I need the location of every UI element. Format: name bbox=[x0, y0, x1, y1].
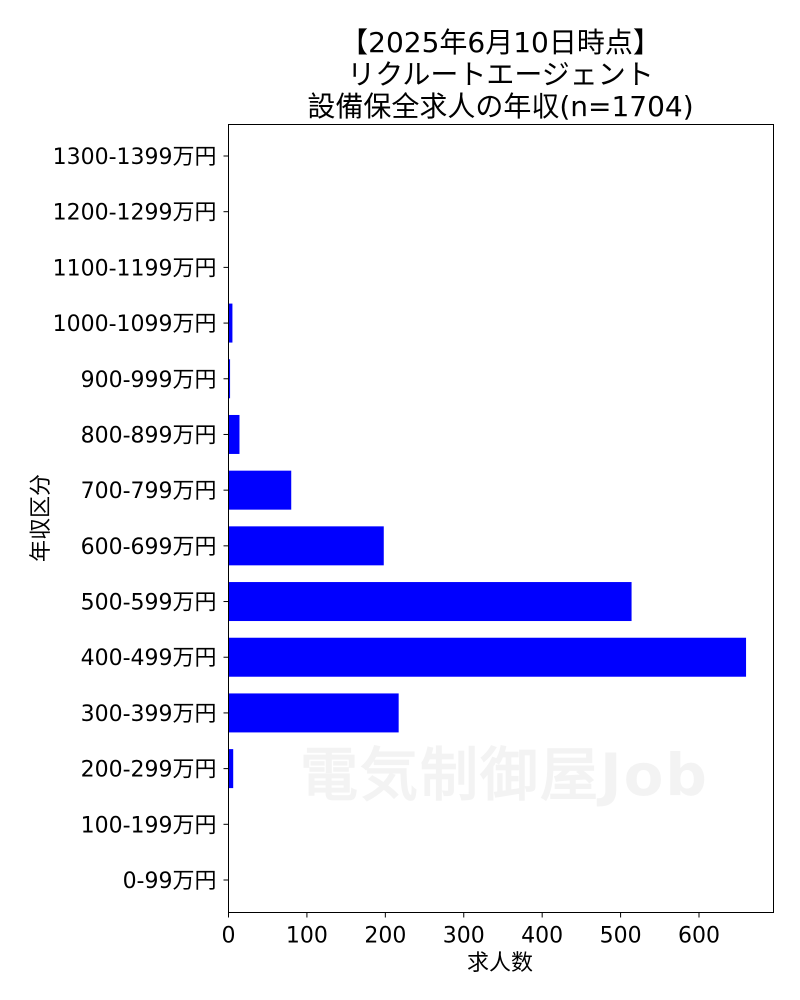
y-tick-label: 200-299万円 bbox=[81, 758, 217, 783]
x-tick-label: 500 bbox=[600, 924, 642, 949]
y-tick-label: 300-399万円 bbox=[81, 702, 217, 727]
bar-600-699万円 bbox=[228, 526, 384, 566]
x-tick-label: 0 bbox=[222, 924, 236, 949]
chart-title-line-3: 設備保全求人の年収(n=1704) bbox=[307, 90, 694, 123]
chart-title-line-2: リクルートエージェント bbox=[347, 58, 654, 91]
x-tick-label: 300 bbox=[443, 924, 485, 949]
y-tick-label: 800-899万円 bbox=[81, 423, 217, 448]
bar-900-999万円 bbox=[228, 359, 231, 399]
y-tick-label: 0-99万円 bbox=[123, 869, 217, 894]
y-axis-label: 年収区分 bbox=[29, 474, 54, 562]
y-tick-label: 1300-1399万円 bbox=[53, 145, 217, 170]
chart-title-line-1: 【2025年6月10日時点】 bbox=[340, 26, 661, 59]
watermark-logo: 電気制御屋Job bbox=[300, 728, 709, 812]
y-tick-label: 1000-1099万円 bbox=[53, 312, 217, 337]
y-tick-label: 100-199万円 bbox=[81, 813, 217, 838]
x-tick-label: 100 bbox=[286, 924, 328, 949]
y-tick-label: 700-799万円 bbox=[81, 479, 217, 504]
bar-300-399万円 bbox=[228, 693, 399, 733]
y-tick-label: 400-499万円 bbox=[81, 646, 217, 671]
bar-800-899万円 bbox=[228, 414, 240, 454]
x-axis-label: 求人数 bbox=[467, 951, 533, 976]
bar-700-799万円 bbox=[228, 470, 292, 510]
plot-frame bbox=[228, 124, 774, 913]
x-tick-label: 400 bbox=[521, 924, 563, 949]
y-tick-label: 600-699万円 bbox=[81, 535, 217, 560]
x-tick-label: 600 bbox=[678, 924, 720, 949]
y-tick-label: 500-599万円 bbox=[81, 591, 217, 616]
bar-1000-1099万円 bbox=[228, 303, 233, 343]
bar-500-599万円 bbox=[228, 582, 632, 622]
x-tick-label: 200 bbox=[364, 924, 406, 949]
y-tick-label: 1100-1199万円 bbox=[53, 256, 217, 281]
y-tick-label: 1200-1299万円 bbox=[53, 201, 217, 226]
y-tick-label: 900-999万円 bbox=[81, 368, 217, 393]
bar-400-499万円 bbox=[228, 637, 747, 677]
bar-200-299万円 bbox=[228, 749, 234, 789]
